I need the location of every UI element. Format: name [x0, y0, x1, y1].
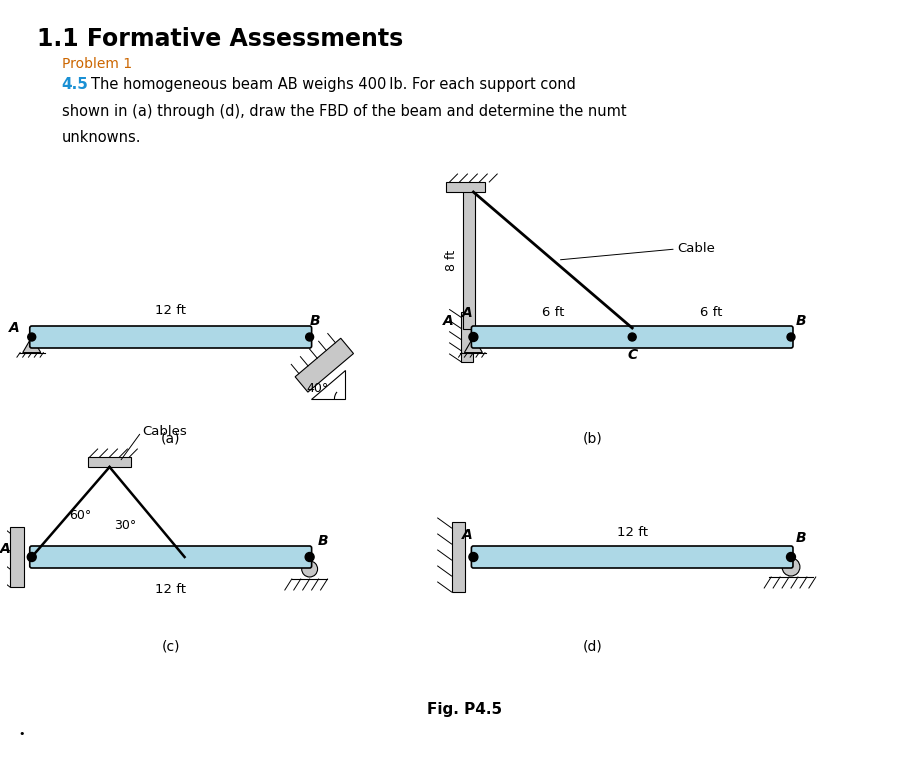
FancyBboxPatch shape — [30, 546, 312, 568]
Text: B: B — [796, 314, 807, 328]
Text: A: A — [462, 306, 472, 320]
Circle shape — [301, 561, 317, 577]
Circle shape — [306, 333, 313, 341]
Polygon shape — [295, 338, 353, 392]
Text: 6 ft: 6 ft — [701, 306, 723, 319]
Circle shape — [782, 558, 800, 576]
Text: B: B — [317, 534, 328, 548]
Circle shape — [786, 553, 796, 561]
Bar — [445, 182, 485, 192]
Text: A: A — [462, 528, 472, 542]
Text: 6 ft: 6 ft — [541, 306, 564, 319]
Text: 12 ft: 12 ft — [155, 304, 186, 317]
Text: shown in (a) through (d), draw the FBD of the beam and determine the numt: shown in (a) through (d), draw the FBD o… — [62, 104, 626, 119]
FancyBboxPatch shape — [30, 326, 312, 348]
Polygon shape — [465, 337, 482, 353]
Bar — [88, 457, 131, 467]
Text: Cable: Cable — [677, 242, 715, 256]
Text: C: C — [627, 348, 637, 362]
Text: (c): (c) — [161, 639, 180, 653]
Bar — [10, 527, 24, 587]
Polygon shape — [311, 370, 346, 399]
Circle shape — [28, 333, 36, 341]
Text: 30°: 30° — [114, 519, 136, 532]
Circle shape — [469, 553, 478, 561]
Text: A: A — [8, 321, 19, 335]
Text: 1.1 Formative Assessments: 1.1 Formative Assessments — [37, 27, 403, 51]
Text: (a): (a) — [161, 432, 181, 446]
Circle shape — [28, 553, 36, 561]
Text: (d): (d) — [583, 639, 602, 653]
Text: 12 ft: 12 ft — [617, 526, 647, 539]
Text: The homogeneous beam AB weighs 400 lb. For each support cond: The homogeneous beam AB weighs 400 lb. F… — [91, 77, 576, 92]
Text: Problem 1: Problem 1 — [62, 57, 132, 71]
Text: (b): (b) — [583, 432, 602, 446]
FancyBboxPatch shape — [471, 326, 793, 348]
Text: A: A — [443, 314, 454, 328]
Circle shape — [469, 333, 478, 341]
Text: 40°: 40° — [306, 382, 329, 395]
Text: 4.5: 4.5 — [62, 77, 89, 92]
Bar — [452, 522, 466, 592]
Text: 8 ft: 8 ft — [445, 249, 458, 270]
Circle shape — [787, 333, 795, 341]
Text: unknowns.: unknowns. — [62, 130, 141, 145]
Text: Cables: Cables — [142, 425, 187, 438]
Polygon shape — [23, 337, 41, 353]
Text: B: B — [796, 531, 807, 545]
Text: Fig. P4.5: Fig. P4.5 — [427, 702, 502, 717]
Bar — [462, 312, 473, 362]
Circle shape — [305, 553, 314, 561]
Text: B: B — [310, 314, 320, 328]
Circle shape — [628, 333, 636, 341]
Text: 60°: 60° — [69, 509, 91, 522]
FancyBboxPatch shape — [471, 546, 793, 568]
Text: •: • — [18, 729, 25, 739]
Bar — [464, 191, 476, 329]
Text: A: A — [0, 542, 10, 556]
Text: 12 ft: 12 ft — [155, 583, 186, 596]
